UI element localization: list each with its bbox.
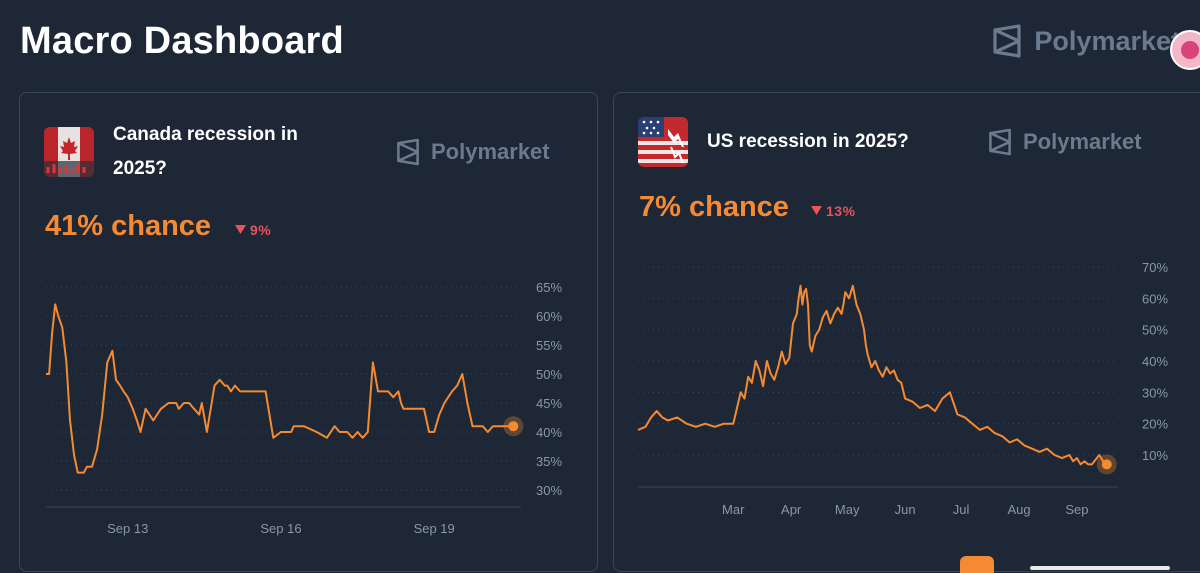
y-tick-label: 35% [536,454,562,469]
y-tick-label: 55% [536,338,562,353]
card-brand-label: Polymarket [431,139,550,164]
header-brand-label: Polymarket [1034,25,1180,56]
canada-price-chart[interactable]: 30% 35% 40% 45% 50% 55% 60% 65% Sep 13 Sep 16 Sep … [20,93,599,573]
card-brand[interactable]: Polymarket [988,128,1142,156]
card-title-line-1: Canada recession in [113,124,298,145]
x-tick-label: Mar [722,502,745,517]
overlay-bar [1030,566,1170,570]
x-tick-label: Aug [1007,502,1030,517]
us-recession-card[interactable]: US recession in 2025? Polymarket 7% chan… [613,92,1200,572]
y-tick-label: 60% [536,309,562,324]
page-title: Macro Dashboard [20,20,344,62]
overlay-badge [960,556,994,573]
card-title-line-2: 2025? [113,158,167,179]
change-badge: 9% [235,222,271,238]
x-tick-label: Sep [1065,502,1088,517]
series-line [46,303,514,474]
x-tick-label: Sep 19 [414,521,455,536]
canada-flag-icon [44,127,94,177]
y-tick-label: 30% [1142,385,1168,400]
series-line [637,284,1108,466]
change-badge: 13% [811,203,856,219]
x-tick-label: Sep 16 [260,521,301,536]
y-tick-label: 20% [1142,417,1168,432]
y-tick-label: 40% [536,425,562,440]
y-tick-label: 50% [1142,323,1168,338]
change-value: 9% [250,222,272,238]
us-flag-icon [638,117,688,167]
x-tick-label: Sep 13 [107,521,148,536]
x-tick-label: May [835,502,860,517]
y-tick-label: 30% [536,483,562,498]
header-brand[interactable]: Polymarket [992,24,1180,58]
card-title[interactable]: US recession in 2025? [707,125,909,159]
card-title-line-1: US recession in 2025? [707,131,909,152]
avatar[interactable] [1170,30,1200,70]
y-tick-label: 10% [1142,448,1168,463]
chance-value: 7% chance [639,191,789,223]
polymarket-logo-icon [993,24,1022,58]
last-point[interactable] [1101,459,1112,470]
x-tick-label: Jun [895,502,916,517]
y-tick-label: 60% [1142,291,1168,306]
triangle-down-icon [811,206,822,215]
triangle-down-icon [235,225,246,234]
card-brand[interactable]: Polymarket [396,138,550,166]
chance-value: 41% chance [45,210,212,242]
y-tick-label: 70% [1142,260,1168,275]
y-tick-label: 65% [536,280,562,295]
y-tick-label: 50% [536,367,562,382]
us-price-chart[interactable]: 10% 20% 30% 40% 50% 60% 70% Mar Apr May Jun Jul Aug S… [614,93,1200,573]
y-tick-label: 40% [1142,354,1168,369]
card-brand-label: Polymarket [1023,129,1142,154]
x-tick-label: Jul [953,502,970,517]
change-value: 13% [826,203,856,219]
card-title[interactable]: Canada recession in 2025? [113,118,298,186]
y-tick-label: 45% [536,396,562,411]
canada-recession-card[interactable]: Canada recession in 2025? Polymarket 41%… [19,92,598,572]
polymarket-logo-icon [989,128,1011,156]
x-tick-label: Apr [781,502,802,517]
polymarket-logo-icon [397,138,419,166]
last-point[interactable] [508,421,519,432]
